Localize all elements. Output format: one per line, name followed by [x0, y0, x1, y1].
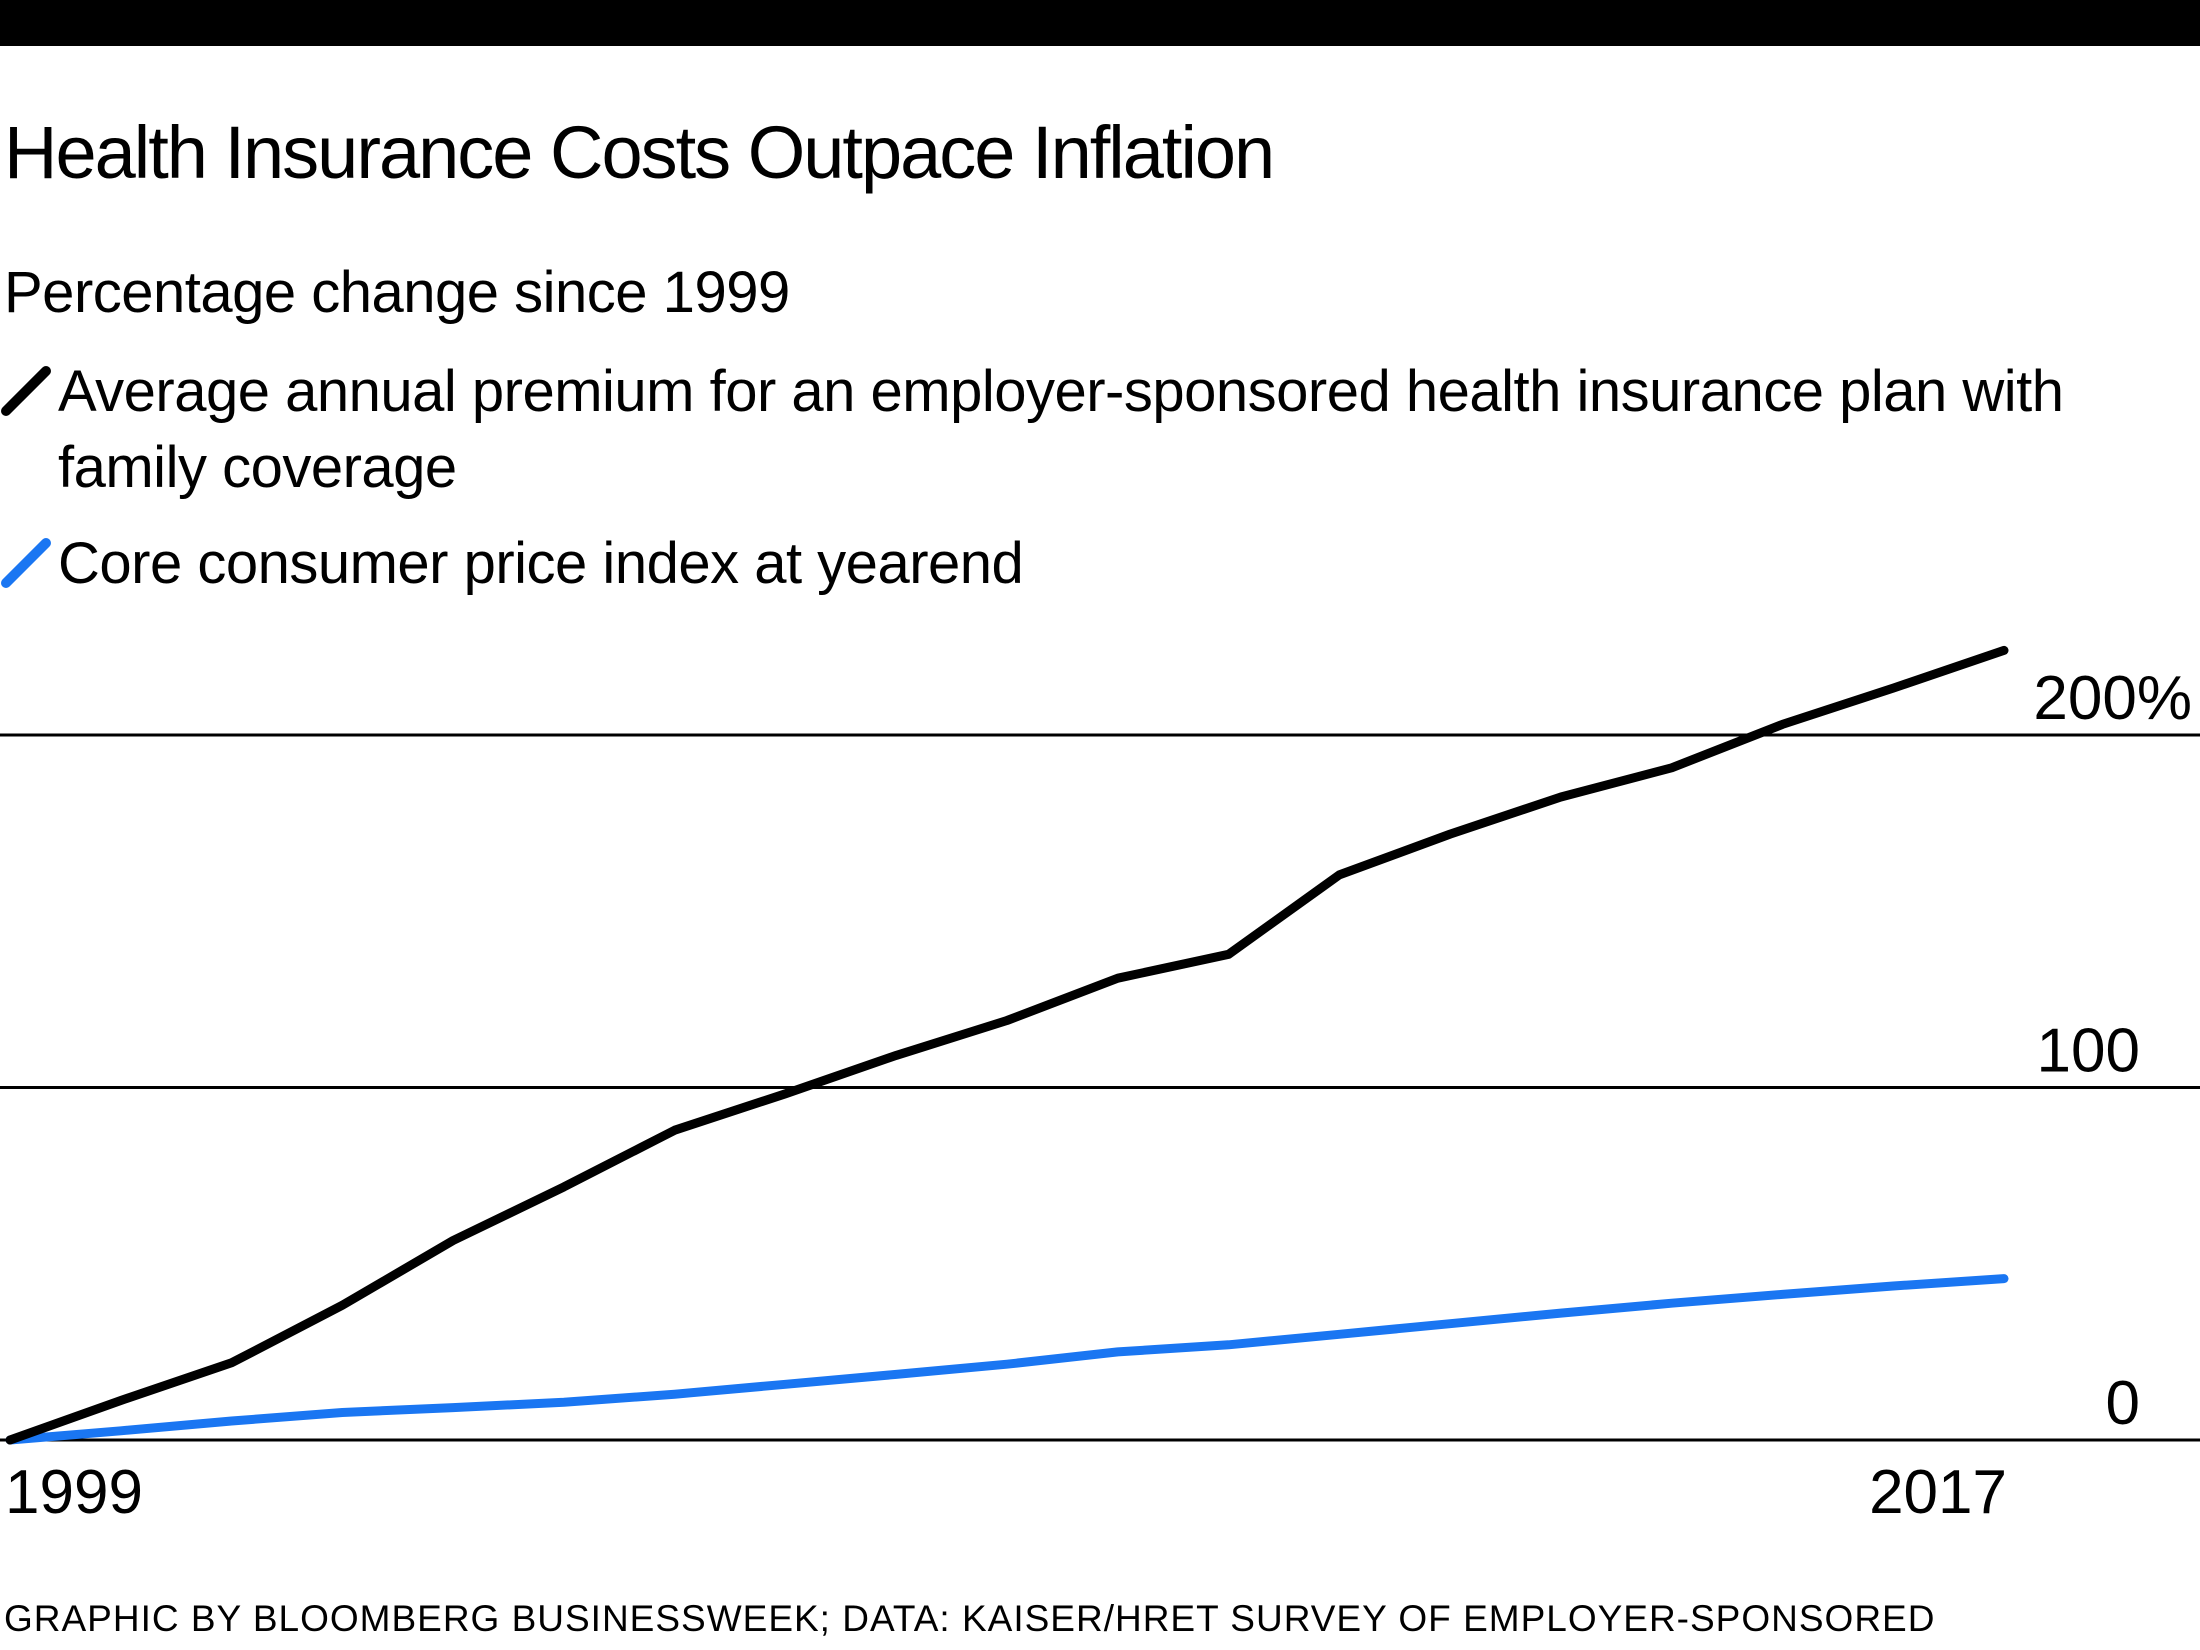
credit-line: GRAPHIC BY BLOOMBERG BUSINESSWEEK; DATA:… [4, 1598, 1936, 1639]
legend-label-premium: Average annual premium for an employer-s… [58, 359, 2064, 500]
y-tick-label-100: 100 [2037, 1017, 2140, 1086]
cpi-legend-slash [1, 538, 51, 588]
y-tick-label-200%: 200% [2033, 664, 2192, 733]
slash-icon [1, 538, 51, 588]
x-tick-label-1999: 1999 [5, 1458, 143, 1527]
page-title: Health Insurance Costs Outpace Inflation [4, 111, 1275, 194]
premium-line [5, 645, 2009, 1445]
legend-label-cpi: Core consumer price index at yearend [58, 531, 1024, 596]
cpi-line [5, 1274, 2009, 1445]
brand-top-bar [0, 0, 2200, 46]
y-tick-label-0: 0 [2106, 1369, 2140, 1438]
chart-subtitle: Percentage change since 1999 [4, 260, 790, 325]
slash-icon [1, 366, 51, 416]
x-tick-label-2017: 2017 [1869, 1458, 2007, 1527]
premium-legend-slash [1, 366, 51, 416]
